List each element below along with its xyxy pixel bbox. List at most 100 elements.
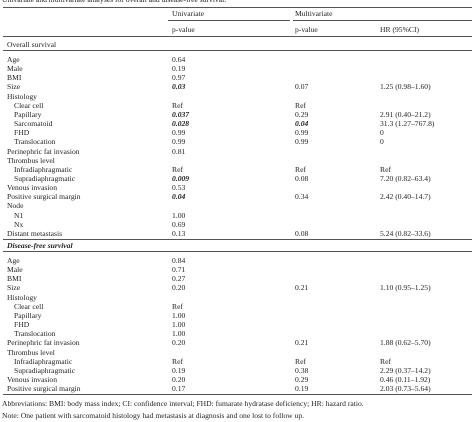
cell: 0.03 bbox=[172, 82, 186, 92]
rule bbox=[3, 394, 472, 396]
cell: 0.19 bbox=[172, 365, 186, 375]
cell: 0.17 bbox=[172, 384, 186, 394]
row-label: Infradiaphragmatic bbox=[14, 356, 73, 366]
row-label: FHD bbox=[14, 128, 30, 138]
row-label: Papillary bbox=[14, 310, 42, 320]
cell: 31.3 (1.27–767.8) bbox=[380, 119, 435, 129]
row-label: BMI bbox=[7, 73, 22, 83]
cell: 2.42 (0.40–14.7) bbox=[380, 192, 431, 202]
cell: 0.71 bbox=[172, 265, 186, 275]
section-title: Disease-free survival bbox=[7, 241, 73, 250]
row-label: Supradiaphragmatic bbox=[14, 173, 76, 183]
rule bbox=[293, 20, 472, 21]
cell: 2.91 (0.40–21.2) bbox=[380, 109, 431, 119]
cell: 0.037 bbox=[172, 109, 190, 119]
cell: 0.29 bbox=[295, 374, 309, 384]
cell: 0.20 bbox=[172, 283, 186, 293]
cell: 0.04 bbox=[295, 119, 309, 129]
cell: 5.24 (0.82–33.6) bbox=[380, 228, 431, 238]
row-label: Male bbox=[7, 265, 23, 275]
rule bbox=[168, 20, 290, 21]
cell: Ref bbox=[295, 356, 306, 366]
cell: Ref bbox=[295, 164, 306, 174]
cell: 0.81 bbox=[172, 146, 186, 156]
column-header: p-value bbox=[172, 25, 195, 34]
cell: Ref bbox=[380, 356, 391, 366]
cell: 0.07 bbox=[295, 82, 309, 92]
section-title: Overall survival bbox=[7, 40, 57, 49]
row-label: FHD bbox=[14, 320, 30, 330]
row-label: Clear cell bbox=[14, 100, 44, 110]
cell: 0.29 bbox=[295, 109, 309, 119]
row-label: Male bbox=[7, 64, 23, 74]
cell: 0.20 bbox=[172, 374, 186, 384]
cell: Ref bbox=[380, 164, 391, 174]
cell: 1.25 (0.98–1.60) bbox=[380, 82, 431, 92]
cell: 0.009 bbox=[172, 173, 190, 183]
cell: 0.99 bbox=[172, 137, 186, 147]
row-label: Clear cell bbox=[14, 301, 44, 311]
row-label: Perinephric fat invasion bbox=[7, 338, 80, 348]
row-label: Histology bbox=[7, 292, 37, 302]
cell: Ref bbox=[172, 356, 183, 366]
cell: 1.00 bbox=[172, 320, 186, 330]
footnote: Abbreviations: BMI: body mass index; CI:… bbox=[2, 399, 364, 409]
row-label: Size bbox=[7, 283, 21, 293]
cell: 0.99 bbox=[172, 128, 186, 138]
row-label: Thrombus level bbox=[7, 347, 55, 357]
row-label: Distant metastasis bbox=[7, 228, 63, 238]
row-label: Histology bbox=[7, 91, 37, 101]
column-header: HR (95%CI) bbox=[380, 25, 420, 34]
row-label: Infradiaphragmatic bbox=[14, 164, 73, 174]
rule bbox=[3, 50, 472, 51]
cell: 0 bbox=[380, 137, 384, 147]
cell: 0.13 bbox=[172, 228, 186, 238]
row-label: BMI bbox=[7, 274, 22, 284]
cell: 0.028 bbox=[172, 119, 190, 129]
cell: 0.84 bbox=[172, 256, 186, 265]
cell: 1.10 (0.95–1.25) bbox=[380, 283, 431, 293]
cell: 0.34 bbox=[295, 192, 309, 202]
rule bbox=[3, 36, 472, 37]
cell: Ref bbox=[295, 100, 306, 110]
cell: 0.21 bbox=[295, 283, 309, 293]
cell: 0.19 bbox=[172, 64, 186, 74]
row-label: N1 bbox=[14, 210, 24, 220]
cell: 7.20 (0.82–63.4) bbox=[380, 173, 431, 183]
cell: Ref bbox=[172, 100, 183, 110]
rule bbox=[3, 239, 472, 240]
cell: 1.00 bbox=[172, 210, 186, 220]
cell: 0.99 bbox=[295, 137, 309, 147]
row-label: Positive surgical margin bbox=[7, 192, 81, 202]
cell: 0.19 bbox=[295, 384, 309, 394]
row-label: Sarcomatoid bbox=[14, 119, 53, 129]
cell: 0.53 bbox=[172, 183, 186, 193]
row-label: Perinephric fat invasion bbox=[7, 146, 80, 156]
caption: Univariate and multivariate analyses for… bbox=[2, 0, 226, 4]
cell: 0.04 bbox=[172, 192, 186, 202]
cell: 1.00 bbox=[172, 310, 186, 320]
row-label: Supradiaphragmatic bbox=[14, 365, 76, 375]
row-label: Size bbox=[7, 82, 21, 92]
cell: 0.08 bbox=[295, 173, 309, 183]
cell: 0.08 bbox=[295, 228, 309, 238]
cell: Ref bbox=[172, 164, 183, 174]
row-label: Translocation bbox=[14, 137, 56, 147]
cell: 2.03 (0.73–5.64) bbox=[380, 384, 431, 394]
cell: Ref bbox=[172, 301, 183, 311]
rule bbox=[3, 251, 472, 252]
footnote: Note: One patient with sarcomatoid histo… bbox=[2, 411, 305, 421]
row-label: Positive surgical margin bbox=[7, 384, 81, 394]
cell: 0.99 bbox=[295, 128, 309, 138]
column-header: p-value bbox=[295, 25, 318, 34]
column-group-header: Univariate bbox=[172, 9, 205, 18]
rule bbox=[3, 7, 472, 8]
cell: 0.46 (0.11–1.92) bbox=[380, 374, 431, 384]
column-group-header: Multivariate bbox=[295, 9, 333, 18]
cell: 0.20 bbox=[172, 338, 186, 348]
cell: 0.97 bbox=[172, 73, 186, 83]
row-label: Venous invasion bbox=[7, 374, 57, 384]
row-label: Venous invasion bbox=[7, 183, 57, 193]
row-label: Age bbox=[7, 256, 20, 265]
